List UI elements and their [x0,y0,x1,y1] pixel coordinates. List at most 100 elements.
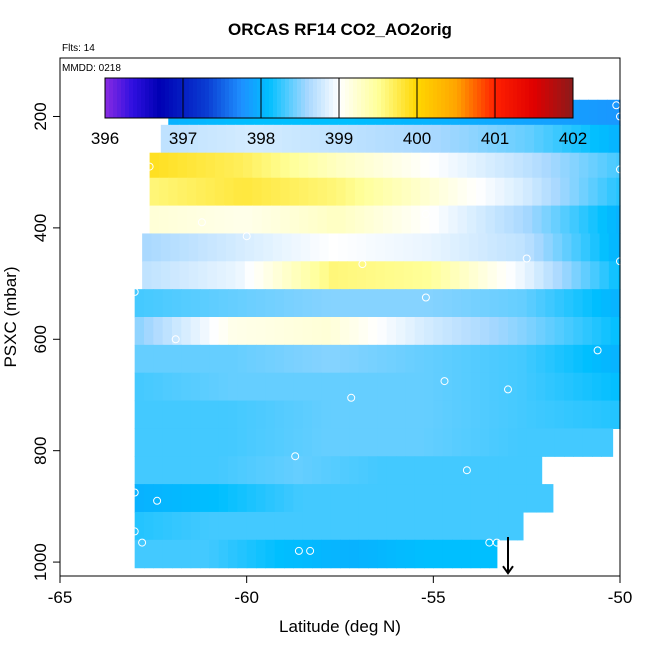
heatmap-cell [375,233,386,262]
heatmap-cell [438,177,449,207]
heatmap-cell [498,317,509,346]
heatmap-cell [244,124,255,154]
heatmap-cell [405,484,416,513]
heatmap-cell [478,261,489,290]
heatmap-cell [282,233,293,262]
sample-point [242,232,251,241]
heatmap-cell [536,428,546,457]
heatmap-cell [470,289,481,318]
heatmap-cell [424,317,434,346]
colorbar-strip [153,78,158,118]
heatmap-cell [190,511,201,541]
heatmap-cell [209,539,220,569]
heatmap-cell [554,317,565,346]
heatmap-cell [592,344,602,374]
heatmap-cell [265,539,276,569]
heatmap-cell [280,205,291,235]
heatmap-cell [508,428,518,457]
heatmap-cell [452,456,462,485]
heatmap-cell [442,539,453,569]
heatmap-cell [550,205,561,235]
heatmap-cell [330,372,341,402]
heatmap-cell [386,456,397,485]
heatmap-cell [265,317,276,346]
heatmap-cell [347,124,358,154]
heatmap-cell [205,152,216,179]
heatmap-cell [252,205,263,235]
heatmap-cell [494,152,505,179]
heatmap-cell [151,261,162,290]
heatmap-cell [349,317,360,346]
heatmap-cell [144,289,154,318]
heatmap-cell [244,261,255,290]
heatmap-cell [377,317,388,346]
heatmap-cell [452,539,462,569]
heatmap-cell [284,372,294,402]
heatmap-cell [422,261,433,290]
heatmap-cell [246,511,257,541]
heatmap-cell [442,344,453,374]
heatmap-cell [571,261,582,290]
heatmap-cell [228,484,238,513]
heatmap-cell [293,400,304,429]
heatmap-cell [405,428,416,457]
heatmap-cell [246,400,257,429]
heatmap-cell [158,152,169,179]
heatmap-cell [429,205,440,235]
heatmap-cell [517,372,528,402]
heatmap-cell [489,456,500,485]
sample-point [440,377,449,386]
heatmap-cell [610,344,621,374]
heatmap-cell [356,233,367,262]
heatmap-cell [270,205,281,235]
heatmap-cell [228,372,238,402]
heatmap-cell [554,372,565,402]
heatmap-cell [368,372,378,402]
heatmap-cell [144,372,154,402]
heatmap-cell [405,372,416,402]
heatmap-cell [450,261,461,290]
heatmap-cell [162,317,173,346]
heatmap-cell [541,177,552,207]
heatmap-cell [468,233,479,262]
heatmap-cell [480,317,490,346]
heatmap-cell [599,233,610,262]
heatmap-cell [326,205,337,235]
heatmap-cell [386,344,397,374]
heatmap-cell [550,177,561,207]
heatmap-cell [200,344,210,374]
heatmap-cell [382,177,393,207]
heatmap-cell [466,205,477,235]
heatmap-cell [522,205,533,235]
heatmap-cell [209,289,220,318]
heatmap-cell [298,177,309,207]
heatmap-cell [321,511,332,541]
heatmap-cell [190,400,201,429]
heatmap-cell [582,344,593,374]
heatmap-cell [610,428,614,457]
heatmap-cell [144,344,154,374]
sample-point [492,538,501,547]
flights-note: Flts: 14 [62,43,95,54]
heatmap-cell [242,205,253,235]
heatmap-cell [618,261,621,290]
heatmap-cell [578,205,589,235]
heatmap-cell [181,511,192,541]
heatmap-cell [198,261,209,290]
heatmap-cell [177,177,188,207]
heatmap-cell [321,400,332,429]
heatmap-cell [508,511,518,541]
heatmap-cell [424,400,434,429]
heatmap-cell [588,177,599,207]
heatmap-cell [386,539,397,569]
heatmap-cell [181,400,192,429]
heatmap-cell [440,261,451,290]
heatmap-cell [515,261,526,290]
heatmap-cell [170,233,181,262]
heatmap-cell [218,289,229,318]
heatmap-cell [235,233,246,262]
heatmap-cell [228,289,238,318]
heatmap-cell [226,261,237,290]
heatmap-cell [470,484,481,513]
heatmap-cell [487,233,498,262]
